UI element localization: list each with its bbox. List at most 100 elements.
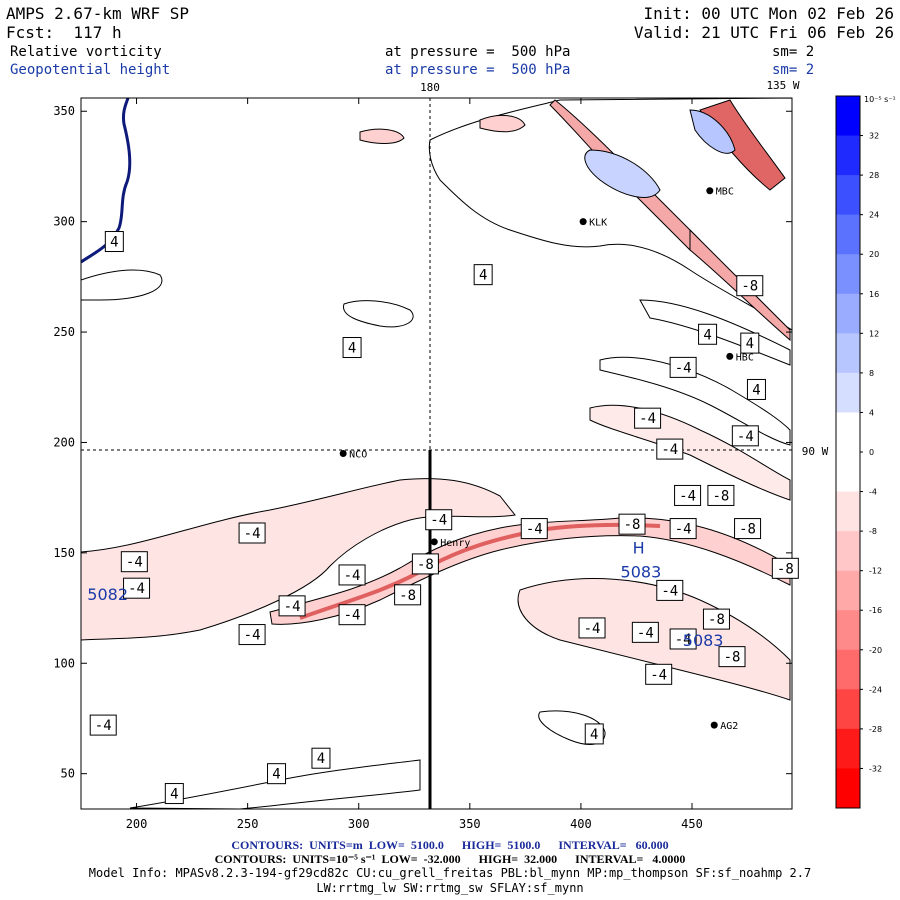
vorticity-label-box <box>411 553 439 575</box>
vorticity-label-text: -4 <box>675 522 692 538</box>
vorticity-label-text: 4 <box>317 751 325 767</box>
vorticity-label: -4 <box>238 624 266 646</box>
vorticity-label-box <box>771 557 799 579</box>
y-tick-label: 350 <box>53 104 75 118</box>
colorbar-swatch <box>836 333 860 374</box>
vorticity-label-box <box>618 513 646 535</box>
vorticity-label: -4 <box>238 522 266 544</box>
colorbar-swatch <box>836 531 860 572</box>
vorticity-label-box <box>425 509 453 531</box>
vorticity-label-box <box>267 763 287 785</box>
station-marker <box>710 721 718 729</box>
vorticity-label: 4 <box>104 231 124 253</box>
colorbar-unit: 10⁻⁵ s⁻¹ <box>864 95 896 104</box>
vorticity-label-text: -8 <box>777 561 794 577</box>
colorbar-label: 0 <box>869 448 874 457</box>
vorticity-label-text: -8 <box>708 612 725 628</box>
station-markers: NCO Henry AG2 KLK HBC MBC <box>339 187 754 732</box>
station-label: Henry <box>440 538 470 549</box>
vorticity-label-box <box>338 604 366 626</box>
vorticity-label-text: -8 <box>712 488 729 504</box>
vorticity-band-west <box>81 478 516 641</box>
colorbar-swatch <box>836 728 860 769</box>
vorticity-label-text: -8 <box>724 650 741 666</box>
vorticity-ne-positive2 <box>689 109 736 154</box>
vorticity-label-box <box>631 621 659 643</box>
y-tick-label: 250 <box>53 325 75 339</box>
meridian-label-135w: 135 W <box>766 79 799 92</box>
colorbar-label: 16 <box>869 290 879 299</box>
vorticity-label-text: -8 <box>624 517 641 533</box>
vorticity-label-box <box>164 783 184 805</box>
vorticity-label-text: 4 <box>170 787 178 803</box>
y-axis: 50 100 150 200 250 300 350 <box>53 104 792 781</box>
vorticity-label-text: -4 <box>526 522 543 538</box>
vorticity-label-text: 4 <box>746 336 754 352</box>
colorbar-swatch <box>836 768 860 809</box>
colorbar-swatch <box>836 254 860 295</box>
colorbar-label: -4 <box>869 488 877 497</box>
vorticity-label-text: -8 <box>399 588 416 604</box>
vorticity-label: -4 <box>669 628 697 650</box>
vorticity-label-box <box>674 484 702 506</box>
vorticity-label-text: -8 <box>741 279 758 295</box>
vorticity-label-box <box>520 518 548 540</box>
vorticity-label-text: -4 <box>126 555 143 571</box>
field2-smoothing: sm= 2 <box>772 62 815 78</box>
footer-contours-vorticity: CONTOURS: UNITS=10⁻⁵ s⁻¹ LOW= -32.000 HI… <box>214 852 686 866</box>
vorticity-label-box <box>120 551 148 573</box>
colorbar-swatch <box>836 372 860 413</box>
height-label: H <box>633 538 645 557</box>
footer-model-info: Model Info: MPASv8.2.3-194-gf29cd82c CU:… <box>88 866 812 880</box>
colorbar-label: -32 <box>869 764 882 773</box>
colorbar-label: 12 <box>869 329 879 338</box>
vorticity-label-text: -4 <box>95 718 112 734</box>
vorticity-label-box <box>698 323 718 345</box>
y-tick-label: 200 <box>53 435 75 449</box>
colorbar-swatch <box>836 412 860 453</box>
vorticity-label: -8 <box>734 518 762 540</box>
x-tick-label: 300 <box>348 817 370 831</box>
vorticity-label: -8 <box>702 608 730 630</box>
colorbar-label: 32 <box>869 132 879 141</box>
station-marker <box>579 218 587 226</box>
field1-name: Relative vorticity <box>10 44 162 60</box>
vorticity-label-box <box>736 275 764 297</box>
x-tick-label: 250 <box>237 817 259 831</box>
vorticity-label-text: -4 <box>244 628 261 644</box>
vorticity-label-box <box>338 564 366 586</box>
vorticity-label-box <box>584 723 604 745</box>
vorticity-contour-south <box>129 759 421 809</box>
vorticity-label-box <box>740 332 760 354</box>
colorbar-label: 20 <box>869 250 879 259</box>
vorticity-label: -4 <box>631 621 659 643</box>
colorbar-swatch <box>836 491 860 532</box>
vorticity-label-box <box>238 522 266 544</box>
vorticity-label: -4 <box>578 617 606 639</box>
vorticity-label: -4 <box>731 425 759 447</box>
vorticity-label: -4 <box>669 356 697 378</box>
vorticity-label-text: -4 <box>639 411 656 427</box>
y-tick-label: 150 <box>53 546 75 560</box>
vorticity-label-text: -4 <box>430 513 447 529</box>
vorticity-label-text: -8 <box>417 557 434 573</box>
plot-frame <box>80 97 793 810</box>
vorticity-label-text: -4 <box>679 488 696 504</box>
x-tick-label: 400 <box>570 817 592 831</box>
vorticity-label-text: -8 <box>739 522 756 538</box>
vorticity-label: 4 <box>342 337 362 359</box>
station-label: NCO <box>349 450 367 461</box>
vorticity-contour-labels: 4 4 4 4 4 4 -4 -4 -4 -4 -4 -4 -4 -4 -4 -4 -4 -4 -4 -4 -4 -4 -4… <box>89 231 799 805</box>
vorticity-label-text: 4 <box>110 235 118 251</box>
vorticity-label: -4 <box>278 595 306 617</box>
vorticity-label: -8 <box>618 513 646 535</box>
valid-time: Valid: 21 UTC Fri 06 Feb 26 <box>633 23 894 42</box>
vorticity-label-text: -4 <box>284 599 301 615</box>
vorticity-label: -4 <box>89 714 117 736</box>
vorticity-label: 4 <box>267 763 287 785</box>
vorticity-label-box <box>656 579 684 601</box>
colorbar-swatch <box>836 96 860 137</box>
vorticity-label-box <box>473 264 493 286</box>
height-label: 5082 <box>87 585 128 604</box>
colorbar-label: -20 <box>869 646 882 655</box>
